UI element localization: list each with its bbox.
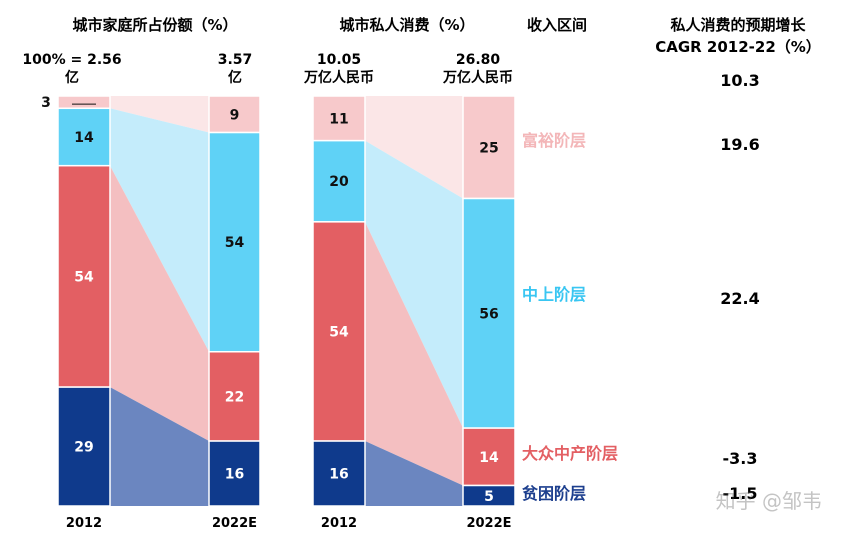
bar-segment — [208, 350, 261, 442]
tier-label: 中上阶层 — [522, 285, 586, 304]
data-label: 16 — [329, 467, 348, 483]
data-label: 56 — [479, 306, 498, 322]
data-label: 16 — [225, 467, 244, 483]
growth-value: 22.4 — [720, 289, 759, 308]
total-label: 万亿人民币 — [303, 69, 374, 86]
bar-segment — [462, 95, 516, 200]
data-label: 9 — [230, 107, 240, 123]
bar-segment — [57, 107, 111, 167]
data-label: 22 — [225, 389, 244, 405]
tier-label: 大众中产阶层 — [522, 444, 618, 463]
data-label: 25 — [479, 140, 498, 156]
growth-value: -1.5 — [723, 484, 758, 503]
x-tick-label: 2012 — [66, 516, 102, 531]
bar-segment — [462, 197, 516, 429]
growth-header-line2: CAGR 2012-22（%） — [655, 38, 821, 56]
total-label: 26.80 — [456, 52, 501, 68]
tier-label: 贫困阶层 — [522, 484, 586, 503]
headers: 城市家庭所占份额（%） 城市私人消费（%） 收入区间 私人消费的预期增长 CAG… — [72, 16, 820, 56]
growth-header-line1: 私人消费的预期增长 — [669, 16, 806, 34]
flow-band — [110, 96, 209, 133]
total-label: 亿 — [65, 69, 79, 86]
x-tick-label: 2012 — [321, 516, 357, 531]
total-label: 10.05 — [317, 52, 361, 68]
income-header: 收入区间 — [527, 16, 587, 34]
watermark: 知乎 @邹韦 — [716, 489, 822, 513]
consumption-share-chart: 11205416201210.05万亿人民币25561452022E26.80万… — [303, 52, 516, 531]
flow-band — [110, 387, 209, 506]
data-label: 5 — [484, 489, 494, 505]
bar-segment — [312, 95, 366, 142]
data-label: 54 — [329, 324, 349, 340]
chart1-title: 城市家庭所占份额（%） — [72, 16, 237, 34]
growth-values: 10.3 19.6 22.4 -3.3 -1.5 — [720, 71, 759, 503]
flow-band — [365, 441, 463, 506]
chart2-title: 城市私人消费（%） — [339, 16, 474, 34]
flow-band — [365, 96, 463, 199]
growth-value: 10.3 — [720, 71, 759, 90]
growth-value: -3.3 — [723, 449, 758, 468]
flow-band — [365, 221, 463, 486]
bar-segment — [462, 427, 516, 487]
data-label: 14 — [74, 130, 94, 146]
data-label: 14 — [479, 450, 499, 466]
flow-band — [365, 140, 463, 429]
data-label: 3 — [41, 95, 51, 111]
bar-segment — [462, 484, 516, 507]
bar-segment — [57, 386, 111, 507]
data-label: 20 — [329, 174, 349, 190]
total-label: 100% = 2.56 — [22, 52, 121, 68]
data-label: 54 — [225, 235, 245, 251]
total-label: 万亿人民币 — [442, 69, 513, 86]
bar-segment — [208, 131, 261, 353]
x-tick-label: 2022E — [212, 516, 257, 531]
data-label: 54 — [74, 269, 94, 285]
flow-band — [110, 165, 209, 442]
bar-segment — [312, 440, 366, 507]
data-label: 11 — [329, 111, 348, 127]
x-tick-label: 2022E — [466, 516, 511, 531]
bar-segment — [208, 95, 261, 134]
data-label: 29 — [74, 440, 93, 456]
bar-segment — [208, 440, 261, 507]
bar-segment — [57, 95, 111, 110]
total-label: 亿 — [228, 69, 242, 86]
bar-segment — [312, 221, 366, 442]
bar-segment — [57, 164, 111, 388]
total-label: 3.57 — [218, 52, 253, 68]
flow-band — [110, 108, 209, 352]
growth-value: 19.6 — [720, 135, 759, 154]
tier-label: 富裕阶层 — [522, 131, 586, 150]
